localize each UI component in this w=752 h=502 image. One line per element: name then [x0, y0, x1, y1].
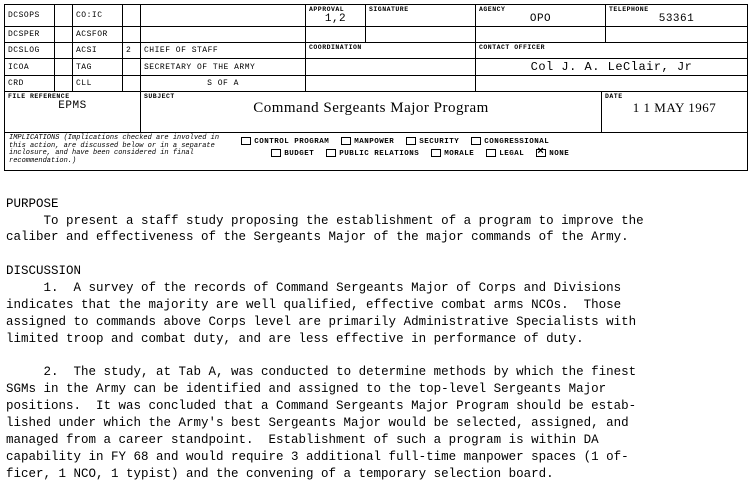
checkbox-security: SECURITY [406, 137, 459, 146]
checkbox-box-icon [406, 137, 416, 145]
cell-coordination: COORDINATION [306, 43, 476, 58]
checks-row-1: CONTROL PROGRAMMANPOWERSECURITYCONGRESSI… [233, 137, 573, 147]
routing-row-0: DCSOPS CO:IC APPROVAL 1,2 SIGNATURE AGEN… [5, 5, 747, 27]
cell-subject: SUBJECT Command Sergeants Major Program [141, 92, 602, 132]
cell-dcsops: DCSOPS [5, 5, 55, 26]
checkbox-box-icon [341, 137, 351, 145]
routing-row-1: DCSPER ACSFOR [5, 27, 747, 43]
purpose-heading: PURPOSE [6, 197, 59, 211]
cell-blank [306, 27, 366, 42]
cell-sofa: S OF A [141, 76, 306, 91]
cell-blank [306, 76, 476, 91]
checkbox-control-program: CONTROL PROGRAM [241, 137, 329, 146]
cell-icoa: ICOA [5, 59, 55, 75]
implications-box: IMPLICATIONS (Implications checked are i… [4, 133, 748, 171]
cell-blank [306, 59, 476, 75]
checkbox-box-icon [431, 149, 441, 157]
checkbox-box-icon [241, 137, 251, 145]
cell-blank [55, 5, 73, 26]
checkbox-legal: LEGAL [486, 149, 524, 158]
routing-row-2: DCSLOG ACSI 2 CHIEF OF STAFF COORDINATIO… [5, 43, 747, 59]
cell-blank [606, 27, 747, 42]
cell-mid [141, 5, 306, 26]
cell-acsi: ACSI [73, 43, 123, 58]
cell-tag: TAG [73, 59, 123, 75]
cell-mid [141, 27, 306, 42]
cell-blank [366, 27, 476, 42]
cell-num: 2 [123, 43, 141, 58]
cell-telephone: TELEPHONE 53361 [606, 5, 747, 26]
cell-blank [55, 76, 73, 91]
checkbox-morale: MORALE [431, 149, 474, 158]
cell-dcslog: DCSLOG [5, 43, 55, 58]
checkbox-none: NONE [536, 149, 569, 158]
cell-blank [123, 76, 141, 91]
checks-row-2: BUDGET PUBLIC RELATIONS MORALE LEGAL NONE [233, 149, 573, 159]
cell-coic: CO:IC [73, 5, 123, 26]
cell-blank [476, 27, 606, 42]
checkbox-box-icon [536, 149, 546, 157]
form-header-grid: DCSOPS CO:IC APPROVAL 1,2 SIGNATURE AGEN… [4, 4, 748, 133]
cell-blank [55, 43, 73, 58]
cell-approval: APPROVAL 1,2 [306, 5, 366, 26]
cell-crd: CRD [5, 76, 55, 91]
cell-cll: CLL [73, 76, 123, 91]
implications-checks: CONTROL PROGRAMMANPOWERSECURITYCONGRESSI… [233, 135, 573, 160]
cell-contact-officer: CONTACT OFFICER [476, 43, 747, 58]
cell-acsfor: ACSFOR [73, 27, 123, 42]
checkbox-budget: BUDGET [271, 149, 314, 158]
routing-row-3: ICOA TAG SECRETARY OF THE ARMY Col J. A.… [5, 59, 747, 76]
cell-chief-of-staff: CHIEF OF STAFF [141, 43, 306, 58]
cell-agency: AGENCY OPO [476, 5, 606, 26]
cell-blank [55, 27, 73, 42]
checkbox-box-icon [471, 137, 481, 145]
routing-row-4: CRD CLL S OF A [5, 76, 747, 92]
subject-row: FILE REFERENCE EPMS SUBJECT Command Serg… [5, 92, 747, 132]
cell-date: DATE 1 1 MAY 1967 [602, 92, 747, 132]
discussion-heading: DISCUSSION [6, 264, 81, 278]
cell-contact-name: Col J. A. LeClair, Jr [476, 59, 747, 75]
cell-file-ref: FILE REFERENCE EPMS [5, 92, 141, 132]
cell-signature: SIGNATURE [366, 5, 476, 26]
discussion-para-1: 1. A survey of the records of Command Se… [6, 281, 636, 346]
implications-note: IMPLICATIONS (Implications checked are i… [9, 135, 229, 166]
purpose-text: To present a staff study proposing the e… [6, 214, 644, 245]
cell-blank [123, 59, 141, 75]
discussion-para-2: 2. The study, at Tab A, was conducted to… [6, 365, 636, 480]
checkbox-box-icon [486, 149, 496, 157]
checkbox-manpower: MANPOWER [341, 137, 394, 146]
cell-blank [123, 27, 141, 42]
cell-blank [476, 76, 747, 91]
checkbox-box-icon [271, 149, 281, 157]
cell-dcsper: DCSPER [5, 27, 55, 42]
checkbox-public-relations: PUBLIC RELATIONS [326, 149, 419, 158]
document-body: PURPOSE To present a staff study proposi… [4, 171, 748, 483]
checkbox-box-icon [326, 149, 336, 157]
cell-blank [123, 5, 141, 26]
cell-blank [55, 59, 73, 75]
cell-sec-army: SECRETARY OF THE ARMY [141, 59, 306, 75]
